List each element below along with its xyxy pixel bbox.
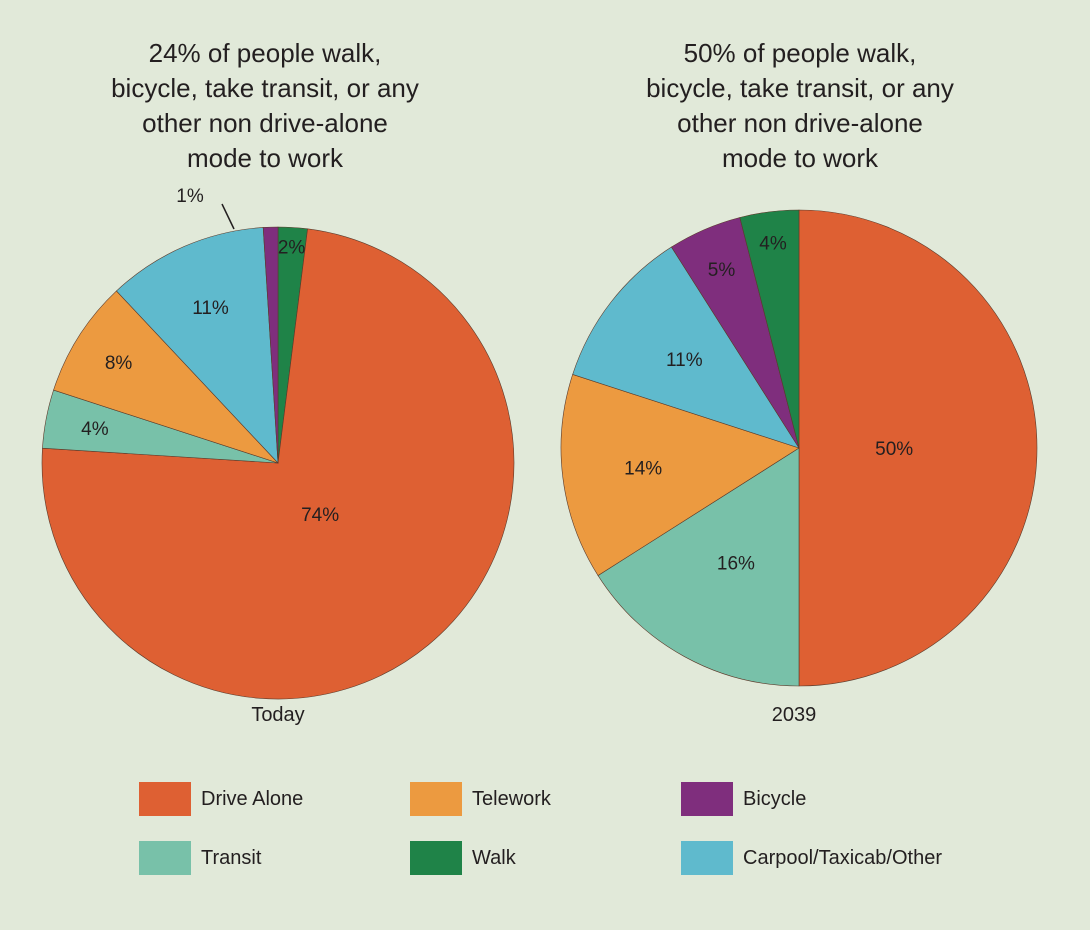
pie-slice-transit-2039 bbox=[597, 447, 800, 687]
legend-swatch-bicycle bbox=[681, 782, 733, 816]
pie-slice-telework-today bbox=[53, 290, 279, 464]
legend-swatch-drive-alone bbox=[139, 782, 191, 816]
legend-item-transit: Transit bbox=[139, 841, 261, 875]
legend-item-walk: Walk bbox=[410, 841, 516, 875]
pie-chart-today: 2% 74% 4% 8% 11% 1% bbox=[41, 186, 515, 700]
legend-item-drive-alone: Drive Alone bbox=[139, 782, 303, 816]
pie-label-carpool-taxicab-other-today: 11% bbox=[192, 298, 229, 319]
pie-label-bicycle-2039: 5% bbox=[708, 260, 736, 281]
pie-label-drive-alone-today: 74% bbox=[301, 505, 339, 526]
pie-slice-bicycle-today bbox=[262, 226, 279, 464]
chart-title-2039: 50% of people walk, bicycle, take transi… bbox=[646, 38, 954, 173]
legend-swatch-telework bbox=[410, 782, 462, 816]
pie-label-carpool-taxicab-other-2039: 11% bbox=[666, 350, 703, 371]
pie-label-walk-today: 2% bbox=[278, 237, 306, 258]
pie-label-telework-2039: 14% bbox=[624, 459, 662, 480]
pie-label-transit-today: 4% bbox=[81, 419, 109, 440]
pie-label-walk-2039: 4% bbox=[759, 234, 787, 255]
legend-label-bicycle: Bicycle bbox=[743, 787, 807, 810]
pie-label-drive-alone-2039: 50% bbox=[875, 439, 913, 460]
pie-slice-drive-alone-today bbox=[41, 228, 515, 700]
legend-label-telework: Telework bbox=[472, 787, 551, 810]
pie-slice-telework-2039 bbox=[560, 374, 800, 576]
legend-swatch-carpool bbox=[681, 841, 733, 875]
bicycle-callout-line bbox=[221, 203, 235, 230]
pie-label-bicycle-today: 1% bbox=[176, 186, 204, 207]
legend-swatch-transit bbox=[139, 841, 191, 875]
legend-swatch-walk bbox=[410, 841, 462, 875]
legend-label-transit: Transit bbox=[201, 846, 262, 869]
pie-slice-carpool-taxicab-other-2039 bbox=[572, 246, 800, 449]
chart-title-today: 24% of people walk, bicycle, take transi… bbox=[111, 38, 419, 173]
pie-slice-carpool-taxicab-other-today bbox=[116, 227, 279, 464]
legend-item-telework: Telework bbox=[410, 782, 551, 816]
pie-slice-drive-alone-2039 bbox=[798, 209, 1038, 687]
pie-chart-2039: 50% 16% 14% 11% 5% 4% bbox=[560, 209, 1038, 687]
pie-label-telework-today: 8% bbox=[105, 353, 133, 374]
legend-label-walk: Walk bbox=[472, 846, 516, 869]
legend-label-drive-alone: Drive Alone bbox=[201, 787, 304, 810]
caption-2039: 2039 bbox=[772, 704, 817, 726]
legend-item-bicycle: Bicycle bbox=[681, 782, 806, 816]
legend-label-carpool: Carpool/Taxicab/Other bbox=[743, 846, 942, 869]
caption-today: Today bbox=[251, 704, 304, 726]
pie-label-transit-2039: 16% bbox=[717, 554, 755, 575]
pie-slice-walk-2039 bbox=[739, 209, 800, 449]
legend-item-carpool: Carpool/Taxicab/Other bbox=[681, 841, 942, 875]
